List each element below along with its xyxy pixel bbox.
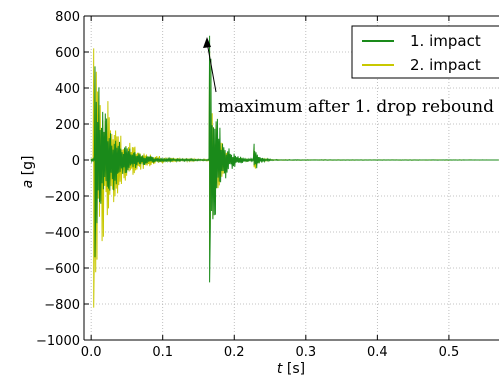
y-tick-label-9: 800 (55, 10, 80, 25)
y-tick-label-7: 400 (55, 82, 80, 97)
x-axis-variable: t (277, 361, 283, 376)
x-tick-label-1: 0.1 (152, 345, 173, 360)
annotation-arrowhead (203, 37, 211, 48)
x-tick-label-2: 0.2 (224, 345, 245, 360)
x-axis-unit: [s] (287, 361, 305, 376)
y-axis-label: a [g] (20, 156, 36, 189)
series-layer (90, 35, 499, 308)
legend-box (351, 25, 499, 79)
x-tick-label-3: 0.3 (295, 345, 316, 360)
legend-label-series-1: 1. impact (410, 32, 481, 50)
tick-labels: 0.0 0.1 0.2 0.3 0.4 0.5 −1000 −800 −600 −400 −200 0… (36, 10, 459, 360)
legend: 1. impact 2. impact (351, 25, 499, 79)
annotation-text: maximum after 1. drop rebound (218, 97, 494, 117)
y-axis-variable: a (20, 180, 36, 189)
series-line-1 (90, 35, 499, 283)
y-tick-label-1: −800 (44, 298, 80, 313)
y-tick-label-3: −400 (44, 226, 80, 241)
annotation-arrow (206, 41, 217, 93)
axes (83, 15, 499, 341)
x-axis-label: t [s] (277, 361, 305, 376)
y-tick-label-4: −200 (44, 190, 80, 205)
y-tick-label-2: −600 (44, 262, 80, 277)
series-line-2 (90, 48, 499, 308)
x-tick-label-4: 0.4 (367, 345, 388, 360)
y-tick-label-8: 600 (55, 46, 80, 61)
y-tick-label-0: −1000 (36, 334, 80, 349)
y-axis-unit: [g] (20, 156, 36, 176)
x-tick-label-5: 0.5 (439, 345, 460, 360)
legend-label-series-2: 2. impact (410, 56, 481, 74)
y-tick-label-6: 200 (55, 118, 80, 133)
annotation: maximum after 1. drop rebound (203, 37, 494, 117)
x-tick-label-0: 0.0 (81, 345, 102, 360)
y-tick-label-5: 0 (72, 154, 80, 169)
